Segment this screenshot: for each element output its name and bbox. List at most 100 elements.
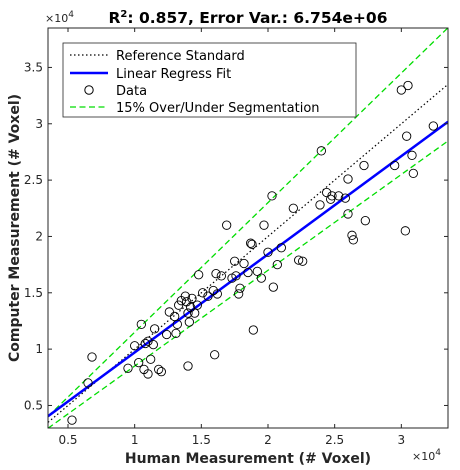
data-point-3 bbox=[123, 363, 133, 373]
data-point-45 bbox=[235, 283, 245, 293]
data-point-23 bbox=[180, 291, 190, 301]
data-point-38 bbox=[212, 289, 222, 299]
data-point-12 bbox=[148, 339, 158, 350]
data-point-21 bbox=[174, 300, 184, 310]
data-point-76 bbox=[396, 85, 406, 95]
data-point-40 bbox=[222, 220, 232, 230]
data-point-52 bbox=[256, 273, 266, 283]
data-point-59 bbox=[288, 203, 298, 213]
legend-box bbox=[62, 42, 357, 118]
data-point-20 bbox=[172, 319, 182, 329]
data-point-25 bbox=[183, 361, 193, 371]
data-point-57 bbox=[272, 259, 282, 270]
data-point-48 bbox=[246, 238, 256, 248]
x-tick-label-1: 1 bbox=[131, 433, 139, 447]
data-point-4 bbox=[130, 341, 140, 351]
data-point-27 bbox=[184, 317, 194, 327]
x-multiplier-base: ×10 bbox=[412, 450, 435, 463]
chart-title: R2: 0.857, Error Var.: 6.754e+06 bbox=[108, 9, 387, 27]
x-tick-label-5: 3 bbox=[398, 433, 406, 447]
data-point-15 bbox=[156, 367, 166, 377]
data-point-36 bbox=[210, 350, 220, 360]
data-point-75 bbox=[390, 160, 400, 171]
data-point-37 bbox=[211, 268, 221, 279]
title-prefix: R bbox=[108, 9, 120, 27]
y-multiplier-base: ×10 bbox=[45, 12, 68, 25]
y-tick-label-5: 3 bbox=[35, 117, 43, 131]
data-point-16 bbox=[162, 329, 172, 340]
data-point-74 bbox=[360, 216, 370, 226]
data-point-78 bbox=[402, 131, 412, 141]
fit-line bbox=[48, 120, 448, 418]
y-axis-multiplier: ×104 bbox=[45, 10, 74, 25]
data-point-64 bbox=[322, 187, 332, 198]
data-point-11 bbox=[146, 354, 156, 364]
legend-label-band: 15% Over/Under Segmentation bbox=[116, 101, 320, 116]
data-point-68 bbox=[340, 193, 350, 203]
x-tick-label-0: 0.5 bbox=[58, 433, 77, 447]
y-tick-label-1: 1 bbox=[35, 342, 43, 356]
y-axis-label: Computer Measurement (# Voxel) bbox=[7, 94, 23, 362]
legend: Reference Standard Linear Regress Fit Da… bbox=[62, 42, 357, 118]
data-point-34 bbox=[203, 291, 213, 301]
data-point-13 bbox=[150, 324, 160, 334]
plot-frame bbox=[47, 27, 449, 429]
data-point-10 bbox=[143, 369, 153, 379]
data-point-77 bbox=[400, 226, 410, 236]
y-multiplier-exponent: 4 bbox=[68, 10, 74, 20]
data-point-61 bbox=[298, 256, 308, 266]
data-point-72 bbox=[348, 235, 358, 245]
data-point-79 bbox=[403, 80, 413, 91]
data-point-29 bbox=[187, 293, 197, 304]
data-point-81 bbox=[408, 168, 418, 179]
data-point-47 bbox=[243, 267, 253, 278]
y-tick-label-2: 1.5 bbox=[24, 286, 43, 300]
data-point-54 bbox=[263, 247, 273, 257]
plot-lines bbox=[48, 28, 448, 428]
data-point-31 bbox=[192, 300, 202, 310]
data-point-0 bbox=[67, 415, 77, 425]
legend-swatch-data bbox=[84, 85, 94, 95]
data-point-6 bbox=[136, 319, 146, 329]
data-point-80 bbox=[407, 150, 417, 160]
data-point-53 bbox=[259, 220, 269, 230]
data-point-32 bbox=[194, 270, 204, 280]
x-multiplier-exponent: 4 bbox=[435, 448, 441, 458]
data-point-26 bbox=[183, 308, 193, 318]
data-point-60 bbox=[294, 255, 304, 265]
data-point-67 bbox=[334, 191, 344, 201]
data-point-63 bbox=[316, 146, 326, 156]
y-tick-label-6: 3.5 bbox=[24, 60, 43, 74]
band-line-lower bbox=[48, 140, 448, 428]
data-point-69 bbox=[343, 174, 353, 184]
data-point-49 bbox=[247, 239, 257, 249]
title-suffix: : 0.857, Error Var.: 6.754e+06 bbox=[127, 9, 387, 27]
data-point-66 bbox=[327, 191, 337, 201]
x-tick-label-4: 2.5 bbox=[325, 433, 344, 447]
axis-ticks: 0.5 1 1.5 2 2.5 3 0.5 1 1.5 2 2.5 3 3.5 bbox=[24, 28, 448, 447]
data-point-44 bbox=[234, 289, 244, 299]
y-tick-label-0: 0.5 bbox=[24, 398, 43, 412]
legend-label-data: Data bbox=[116, 84, 147, 99]
legend-label-fit: Linear Regress Fit bbox=[116, 67, 231, 82]
y-tick-label-4: 2.5 bbox=[24, 173, 43, 187]
band-line-upper bbox=[48, 28, 448, 417]
data-point-1 bbox=[83, 378, 93, 388]
data-point-55 bbox=[267, 191, 277, 201]
data-point-71 bbox=[347, 230, 357, 240]
x-tick-label-2: 1.5 bbox=[192, 433, 211, 447]
data-point-73 bbox=[359, 160, 369, 171]
x-tick-label-3: 2 bbox=[264, 433, 272, 447]
data-point-9 bbox=[143, 336, 153, 346]
data-point-70 bbox=[343, 209, 353, 219]
data-point-2 bbox=[87, 352, 97, 362]
data-point-33 bbox=[198, 288, 208, 298]
data-point-50 bbox=[248, 325, 258, 335]
data-point-46 bbox=[239, 258, 249, 269]
data-point-82 bbox=[428, 121, 438, 131]
y-tick-label-3: 2 bbox=[35, 229, 43, 243]
data-point-51 bbox=[252, 266, 262, 277]
legend-label-reference: Reference Standard bbox=[116, 49, 245, 64]
